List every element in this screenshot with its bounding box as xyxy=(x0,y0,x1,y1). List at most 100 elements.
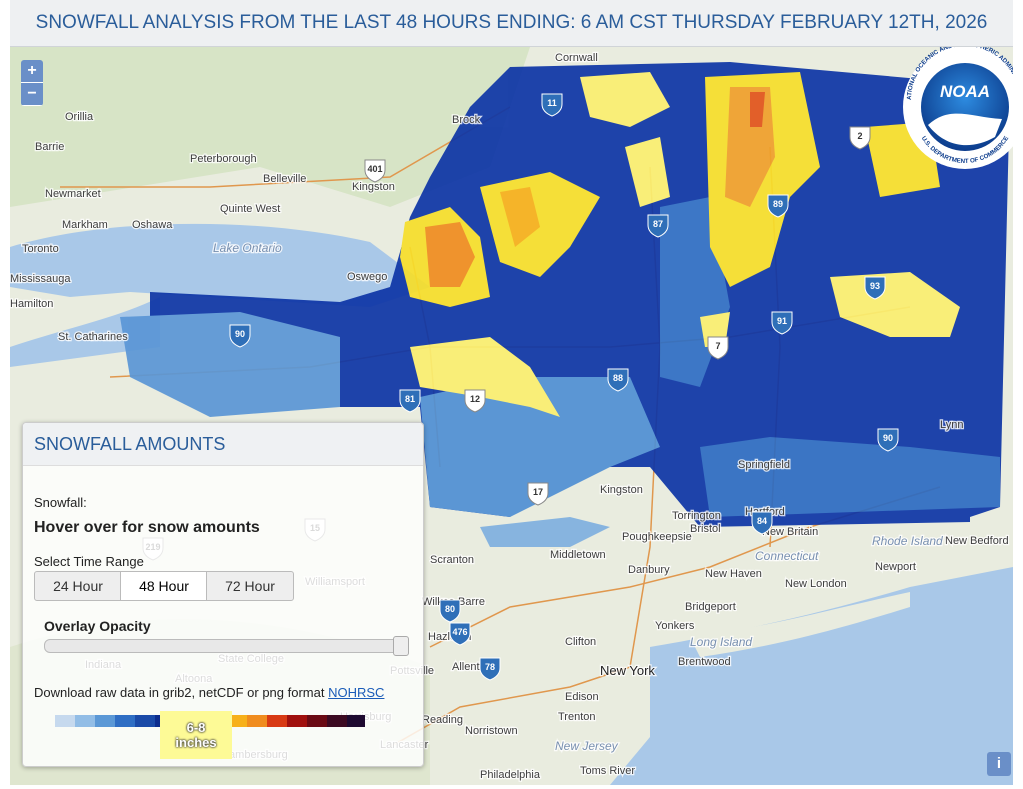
zoom-control: + − xyxy=(21,60,43,106)
place-label: New Haven xyxy=(705,568,762,580)
shield-number: 80 xyxy=(445,604,455,614)
highway-shield: 11 xyxy=(541,93,563,117)
snowfall-panel: SNOWFALL AMOUNTS Snowfall: Hover over fo… xyxy=(22,422,424,767)
highway-shield: 90 xyxy=(877,428,899,452)
highway-shield: 401 xyxy=(364,159,386,183)
legend-swatch xyxy=(327,715,347,727)
highway-shield: 89 xyxy=(767,194,789,218)
place-label: Middletown xyxy=(550,549,606,561)
download-text: Download raw data in grib2, netCDF or pn… xyxy=(34,685,325,700)
range-label: Select Time Range xyxy=(34,554,144,569)
place-label: St. Catharines xyxy=(58,331,128,343)
legend-swatch xyxy=(307,715,327,727)
place-label: Scranton xyxy=(430,554,474,566)
place-label: Oshawa xyxy=(132,219,173,231)
zoom-out[interactable]: − xyxy=(21,83,43,106)
place-label: Danbury xyxy=(628,564,670,576)
place-label: Lynn xyxy=(940,419,963,431)
legend-swatch xyxy=(247,715,267,727)
place-label: Springfield xyxy=(738,459,790,471)
shield-shape xyxy=(364,159,386,183)
shield-number: 17 xyxy=(533,487,543,497)
shield-number: 401 xyxy=(367,164,382,174)
highway-shield: 88 xyxy=(607,368,629,392)
place-label: Yonkers xyxy=(655,620,695,632)
shield-shape xyxy=(607,368,629,392)
ocean xyxy=(610,567,1013,785)
highway-shield: 7 xyxy=(707,336,729,360)
shield-shape xyxy=(771,311,793,335)
place-label: Cornwall xyxy=(555,52,598,64)
shield-number: 7 xyxy=(715,341,720,351)
shield-number: 88 xyxy=(613,373,623,383)
legend-swatch xyxy=(135,715,155,727)
header-title: SNOWFALL ANALYSIS FROM THE LAST 48 HOURS… xyxy=(10,0,1013,47)
opacity-label: Overlay Opacity xyxy=(44,618,151,634)
shield-number: 89 xyxy=(773,199,783,209)
shield-number: 11 xyxy=(547,98,557,108)
tooltip-amount: 6-8 xyxy=(186,720,206,735)
shield-shape xyxy=(849,126,871,150)
download-link[interactable]: NOHRSC xyxy=(328,685,385,700)
place-label: Kingston xyxy=(352,181,395,193)
legend-swatch xyxy=(227,715,247,727)
highway-shield: 2 xyxy=(849,126,871,150)
range-button[interactable]: 72 Hour xyxy=(206,571,294,601)
shield-number: 84 xyxy=(757,516,767,526)
opacity-slider[interactable] xyxy=(44,636,409,656)
highway-shield: 93 xyxy=(864,276,886,300)
forest xyxy=(10,47,530,207)
shield-number: 78 xyxy=(485,662,495,672)
place-label: New York xyxy=(600,663,655,678)
place-label: Edison xyxy=(565,691,599,703)
place-label: Philadelphia xyxy=(480,769,541,781)
place-label: Brentwood xyxy=(678,656,731,668)
snowfall-label: Snowfall: xyxy=(34,495,87,510)
slider-handle[interactable] xyxy=(393,636,409,656)
shield-number: 12 xyxy=(470,394,480,404)
place-label: Brock xyxy=(452,114,481,126)
place-label: Long Island xyxy=(690,635,752,649)
range-button[interactable]: 48 Hour xyxy=(120,571,208,601)
info-button[interactable]: i xyxy=(987,752,1011,776)
shield-shape xyxy=(439,599,461,623)
place-label: Trenton xyxy=(558,711,596,723)
place-label: Connecticut xyxy=(755,549,819,563)
place-label: Poughkeepsie xyxy=(622,531,692,543)
highway-shield: 17 xyxy=(527,482,549,506)
place-label: Oswego xyxy=(347,271,387,283)
highway-shield: 80 xyxy=(439,599,461,623)
zoom-in[interactable]: + xyxy=(21,60,43,83)
range-button[interactable]: 24 Hour xyxy=(34,571,122,601)
shield-number: 93 xyxy=(870,281,880,291)
place-label: Reading xyxy=(422,714,463,726)
place-label: Newport xyxy=(875,561,916,573)
place-label: Lake Ontario xyxy=(213,241,282,255)
legend-swatch xyxy=(55,715,75,727)
legend-tooltip: 6-8 inches xyxy=(160,711,232,759)
shield-shape xyxy=(541,93,563,117)
lake-ontario xyxy=(10,223,430,307)
lake-erie xyxy=(10,297,160,367)
shield-number: 90 xyxy=(883,433,893,443)
tooltip-unit: inches xyxy=(175,735,217,750)
legend-swatch xyxy=(267,715,287,727)
shield-number: 476 xyxy=(452,627,467,637)
shield-shape xyxy=(864,276,886,300)
download-row: Download raw data in grib2, netCDF or pn… xyxy=(34,685,384,700)
place-label: Clifton xyxy=(565,636,596,648)
place-label: Toronto xyxy=(22,243,59,255)
shield-shape xyxy=(707,336,729,360)
place-label: Bridgeport xyxy=(685,601,736,613)
shield-number: 81 xyxy=(405,394,415,404)
place-label: Bristol xyxy=(690,523,721,535)
shield-shape xyxy=(229,324,251,348)
place-label: Mississauga xyxy=(10,273,71,285)
legend-swatch xyxy=(347,715,365,727)
logo-gull xyxy=(928,113,1002,146)
place-label: Barrie xyxy=(35,141,64,153)
shield-shape xyxy=(751,511,773,535)
shield-shape xyxy=(527,482,549,506)
place-label: Norristown xyxy=(465,725,518,737)
